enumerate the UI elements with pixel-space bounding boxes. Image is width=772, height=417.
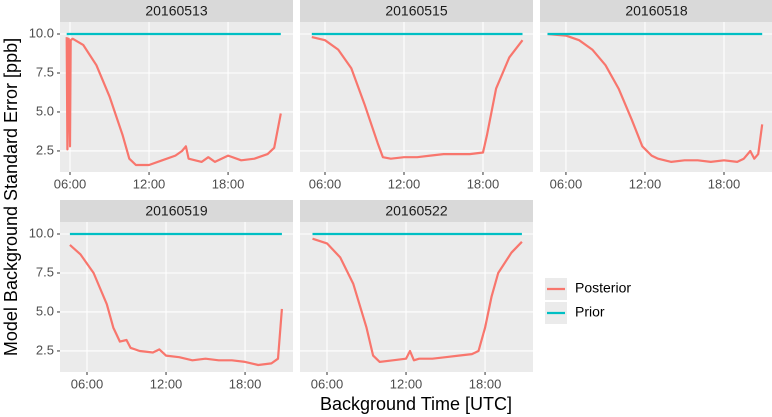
series-line <box>311 36 524 160</box>
x-tick-label: 12:00 <box>133 176 166 191</box>
y-tick-label: 5.0 <box>36 103 54 118</box>
series-line <box>547 32 764 163</box>
series-line <box>65 37 282 167</box>
strip-background <box>300 200 533 222</box>
strip-label: 20160522 <box>385 203 448 219</box>
y-tick-label: 5.0 <box>36 303 54 318</box>
x-tick-label: 06:00 <box>550 176 583 191</box>
x-tick-label: 18:00 <box>469 376 502 391</box>
y-tick-label: 7.5 <box>36 64 54 79</box>
legend-label: Prior <box>575 304 605 320</box>
x-tick-label: 06:00 <box>54 176 87 191</box>
strip-label: 20160513 <box>145 3 208 19</box>
y-tick-label: 7.5 <box>36 264 54 279</box>
strip-label: 20160519 <box>145 203 208 219</box>
x-tick-label: 18:00 <box>708 176 741 191</box>
series-line <box>69 244 283 367</box>
strip-background <box>60 0 293 22</box>
x-tick-label: 12:00 <box>390 376 423 391</box>
x-tick-label: 12:00 <box>388 176 421 191</box>
panel-background <box>300 22 533 172</box>
panel-background <box>300 222 533 372</box>
panel-background <box>540 22 772 172</box>
x-axis-title: Background Time [UTC] <box>320 394 512 414</box>
series-line <box>312 237 523 363</box>
x-tick-label: 06:00 <box>309 176 342 191</box>
strip-background <box>60 200 293 222</box>
legend-label: Posterior <box>575 280 631 296</box>
x-tick-label: 18:00 <box>467 176 500 191</box>
y-tick-label: 2.5 <box>36 342 54 357</box>
strip-label: 20160518 <box>625 3 688 19</box>
x-tick-label: 12:00 <box>629 176 662 191</box>
x-tick-label: 06:00 <box>71 376 104 391</box>
y-axis-title: Model Background Standard Error [ppb] <box>1 38 21 356</box>
x-tick-label: 06:00 <box>311 376 344 391</box>
strip-background <box>540 0 772 22</box>
x-tick-label: 18:00 <box>229 376 262 391</box>
strip-background <box>300 0 533 22</box>
y-tick-label: 10.0 <box>29 25 54 40</box>
y-tick-label: 2.5 <box>36 142 54 157</box>
panel-background <box>60 222 293 372</box>
x-tick-label: 18:00 <box>212 176 245 191</box>
y-tick-label: 10.0 <box>29 225 54 240</box>
strip-label: 20160515 <box>385 3 448 19</box>
panel-background <box>60 22 293 172</box>
x-tick-label: 12:00 <box>150 376 183 391</box>
